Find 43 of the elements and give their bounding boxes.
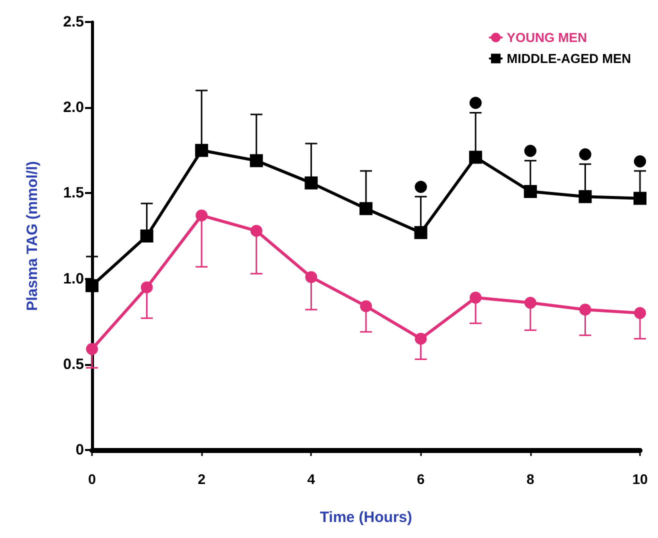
point: [360, 300, 372, 312]
point: [195, 144, 208, 157]
x-tick-label: 0: [88, 471, 96, 487]
x-tick-label: 2: [198, 471, 206, 487]
point: [414, 332, 427, 345]
x-axis-title: Time (Hours): [320, 509, 412, 526]
y-tick-label: 1.0: [63, 270, 84, 288]
x-tick-label: 10: [632, 471, 648, 487]
point: [305, 271, 318, 284]
legend-label: YOUNG MEN: [506, 30, 587, 45]
annotation: ●: [633, 150, 648, 170]
x-tick-label: 6: [416, 471, 425, 487]
point: [634, 192, 646, 205]
legend-label: MIDDLE-AGED MEN: [506, 51, 631, 66]
annotation: ●: [578, 144, 592, 163]
x-tick-label: 4: [307, 471, 316, 487]
point: [579, 304, 592, 316]
point: [524, 296, 536, 309]
y-tick-label: 0.5: [63, 356, 84, 373]
point: [360, 202, 372, 216]
y-tick-label: 0: [76, 442, 84, 458]
point: [469, 150, 482, 164]
annotation: ●: [414, 176, 428, 196]
point: [414, 226, 428, 240]
point: [524, 184, 537, 198]
y-axis-title: Plasma TAG (mmol/l): [24, 161, 41, 311]
point: [250, 224, 262, 237]
annotation: ●: [468, 92, 483, 112]
point: [196, 209, 208, 222]
point: [86, 279, 98, 292]
point: [140, 230, 154, 242]
point: [250, 154, 263, 168]
y-tick-label: 1.5: [63, 184, 84, 202]
annotation: ●: [523, 140, 538, 160]
point: [578, 190, 592, 204]
y-tick-label: 2.0: [63, 99, 84, 116]
point: [634, 307, 646, 320]
y-tick-label: 2.5: [63, 14, 84, 30]
point: [86, 342, 98, 355]
point: [470, 292, 482, 304]
x-tick-label: 8: [526, 471, 534, 487]
point: [140, 281, 153, 294]
point: [304, 176, 318, 190]
